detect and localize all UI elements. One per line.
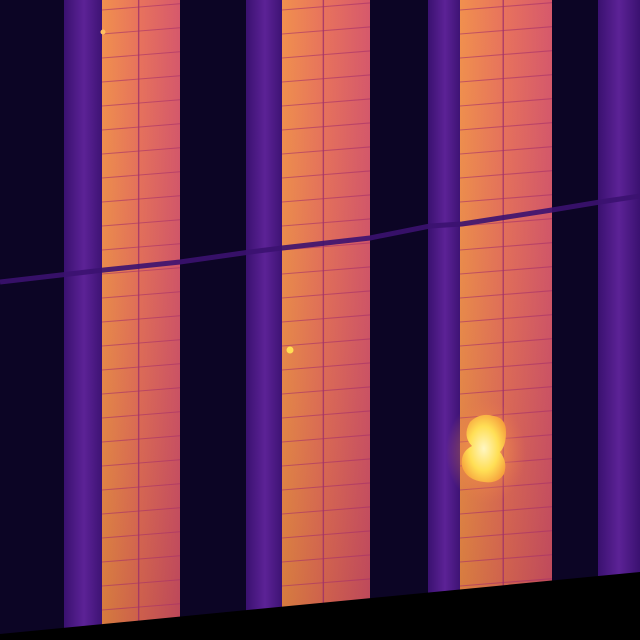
cell-divider-horizontal (101, 531, 181, 539)
cell-divider-horizontal (459, 50, 553, 59)
cell-divider-horizontal (101, 459, 181, 467)
cell-divider-horizontal (101, 603, 181, 611)
image-border (0, 572, 640, 640)
cell-divider-horizontal (459, 554, 553, 563)
cell-divider-horizontal (459, 26, 553, 35)
cell-divider-horizontal (101, 123, 181, 131)
cell-divider-horizontal (281, 146, 371, 155)
cell-divider-horizontal (281, 2, 371, 11)
cell-divider-horizontal (101, 171, 181, 179)
panel-row-2 (282, 0, 370, 640)
cell-divider-horizontal (281, 314, 371, 323)
cell-divider-horizontal (459, 218, 553, 227)
cell-divider-horizontal (459, 578, 553, 587)
cell-divider-horizontal (101, 195, 181, 203)
shadow-gap-4 (552, 0, 600, 640)
shadow-gap-1 (0, 0, 68, 640)
shadow-gap-2 (180, 0, 250, 640)
panel-cell-grid (101, 0, 553, 640)
cell-divider-horizontal (101, 27, 181, 35)
cell-divider-horizontal (281, 194, 371, 203)
cell-divider-horizontal (459, 194, 553, 203)
cell-divider-horizontal (459, 386, 553, 395)
cell-divider-horizontal (459, 290, 553, 299)
cell-divider-horizontal (101, 579, 181, 587)
cell-divider-horizontal (281, 74, 371, 83)
cell-divider-horizontal (101, 483, 181, 491)
shadow-gap-3 (368, 0, 430, 640)
panel-row-1 (102, 0, 180, 640)
cell-divider-horizontal (281, 290, 371, 299)
panel-row-3 (460, 0, 552, 640)
cell-divider-horizontal (101, 555, 181, 563)
cell-divider-horizontal (101, 387, 181, 395)
cell-divider-horizontal (101, 339, 181, 347)
cell-divider-horizontal (459, 146, 553, 155)
cell-divider-horizontal (101, 507, 181, 515)
cell-divider-horizontal (459, 266, 553, 275)
panel-seam-line (0, 193, 640, 285)
cell-divider-horizontal (281, 530, 371, 539)
cell-divider-horizontal (281, 50, 371, 59)
cell-divider-horizontal (101, 363, 181, 371)
cell-divider-horizontal (281, 26, 371, 35)
cell-divider-horizontal (101, 291, 181, 299)
cell-divider-horizontal (281, 98, 371, 107)
cell-divider-horizontal (459, 2, 553, 11)
cell-divider-horizontal (281, 218, 371, 227)
grass-strip-1 (64, 0, 104, 640)
hotspot-small-2 (100, 29, 106, 35)
cell-divider-horizontal (459, 74, 553, 83)
cell-divider-horizontal (101, 3, 181, 11)
cell-divider-horizontal (459, 242, 553, 251)
cell-divider-horizontal (101, 267, 181, 275)
cell-divider-horizontal (459, 362, 553, 371)
cell-divider-horizontal (459, 314, 553, 323)
grass-strip-4 (598, 0, 640, 640)
cell-divider-horizontal (459, 338, 553, 347)
cell-divider-horizontal (281, 506, 371, 515)
cell-divider-horizontal (101, 219, 181, 227)
cell-divider-horizontal (281, 338, 371, 347)
cell-divider-horizontal (281, 482, 371, 491)
grass-strip-3 (428, 0, 462, 640)
cell-divider-horizontal (101, 99, 181, 107)
hotspot-small (286, 346, 294, 354)
cell-divider-horizontal (101, 243, 181, 251)
cell-divider-horizontal (459, 530, 553, 539)
cell-divider-horizontal (281, 170, 371, 179)
cell-divider-horizontal (101, 315, 181, 323)
cell-divider-horizontal (101, 51, 181, 59)
cell-divider-horizontal (101, 147, 181, 155)
cell-divider-horizontal (281, 458, 371, 467)
cell-divider-horizontal (459, 506, 553, 515)
cell-divider-horizontal (101, 75, 181, 83)
cell-divider-horizontal (281, 266, 371, 275)
hotspot-large (461, 414, 506, 483)
cell-divider-horizontal (459, 98, 553, 107)
cell-divider-horizontal (101, 411, 181, 419)
cell-divider-horizontal (281, 386, 371, 395)
cell-divider-horizontal (101, 435, 181, 443)
cell-divider-horizontal (459, 122, 553, 131)
cell-divider-horizontal (281, 434, 371, 443)
cell-divider-horizontal (459, 170, 553, 179)
cell-divider-horizontal (281, 578, 371, 587)
cell-divider-horizontal (281, 362, 371, 371)
cell-divider-horizontal (281, 410, 371, 419)
cell-divider-horizontal (281, 122, 371, 131)
cell-divider-horizontal (281, 554, 371, 563)
grass-strip-2 (246, 0, 284, 640)
